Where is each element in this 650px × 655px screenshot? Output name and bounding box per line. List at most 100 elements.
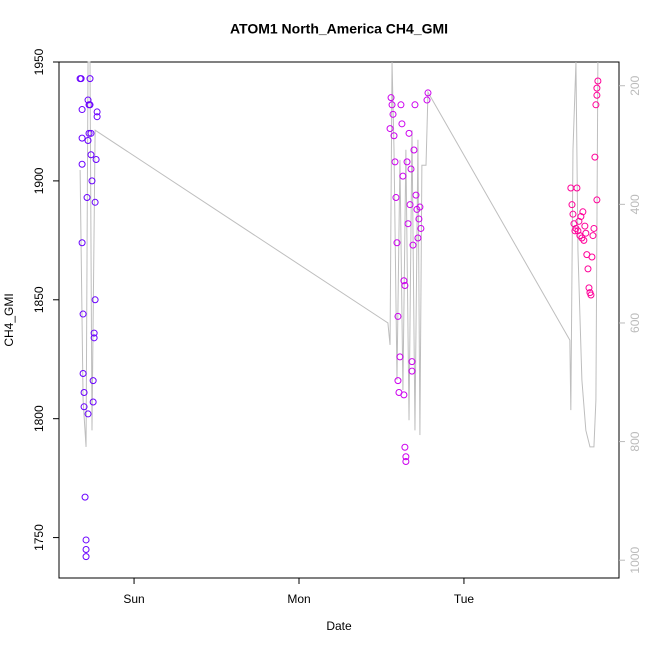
point [93,108,101,116]
point [584,265,592,273]
point [415,215,423,223]
point [402,453,410,461]
point [389,110,397,118]
point [407,165,415,173]
point [593,196,601,204]
point [79,370,87,378]
point [80,389,88,397]
point [391,158,399,166]
y-tick-label: 1900 [32,167,46,194]
chart-title: ATOM1 North_America CH4_GMI [230,21,448,37]
x-tick-label: Tue [454,592,475,606]
point [82,545,90,553]
point [82,536,90,544]
point [594,77,602,85]
point [408,358,416,366]
point [403,158,411,166]
point [87,151,95,159]
y2-tick-label: 200 [628,75,642,95]
point [93,113,101,121]
point [89,377,97,385]
plot-frame [58,61,620,579]
point [90,329,98,337]
point [84,96,92,104]
point [84,136,92,144]
point [390,132,398,140]
point [92,155,100,163]
point [593,84,601,92]
x-axis-label: Date [326,619,352,633]
point [83,194,91,202]
point [396,353,404,361]
point [397,101,405,109]
point [412,191,420,199]
point [86,75,94,83]
point [589,232,597,240]
point [398,120,406,128]
point [87,129,95,137]
point [423,96,431,104]
point [590,224,598,232]
y-tick-label: 1850 [32,286,46,313]
point [85,129,93,137]
point [91,198,99,206]
point [575,217,583,225]
point [406,201,414,209]
point [416,203,424,211]
point [588,253,596,261]
point [78,239,86,247]
point [86,101,94,109]
point [79,310,87,318]
point [78,106,86,114]
y-tick-label: 1750 [32,524,46,551]
point [593,91,601,99]
point [400,277,408,285]
point [402,457,410,465]
point [399,172,407,180]
point [405,129,413,137]
point [587,291,595,299]
point [387,94,395,102]
point [582,229,590,237]
y2-tick-label: 600 [628,313,642,333]
point [388,101,396,109]
point [411,101,419,109]
y2-tick-label: 1000 [628,547,642,574]
point [573,184,581,192]
point [569,210,577,218]
point [408,367,416,375]
point [88,177,96,185]
point [89,398,97,406]
point [393,239,401,247]
y-axis-label: CH4_GMI [2,293,16,346]
point [401,443,409,451]
point [386,125,394,133]
point [574,227,582,235]
point [80,403,88,411]
point [585,284,593,292]
point [581,222,589,230]
point [82,553,90,561]
point [579,208,587,216]
point [392,194,400,202]
point [424,89,432,97]
point [414,234,422,242]
x-tick-label: Sun [123,592,144,606]
point [91,296,99,304]
point [90,334,98,342]
point [409,241,417,249]
point [84,410,92,418]
point [401,282,409,290]
line [79,61,599,448]
point [591,153,599,161]
point [77,75,85,83]
point [580,236,588,244]
point [81,493,89,501]
y-tick-label: 1800 [32,405,46,432]
point [394,377,402,385]
point [400,391,408,399]
point [592,101,600,109]
x-tick-label: Mon [287,592,310,606]
